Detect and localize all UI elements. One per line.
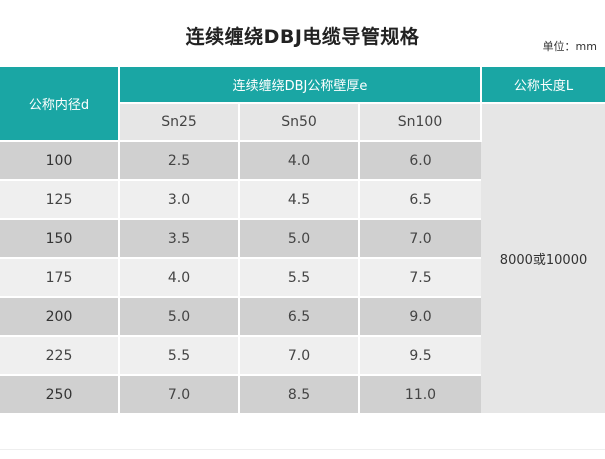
cell-sn25: 7.0 — [119, 375, 240, 415]
cell-sn100: 11.0 — [359, 375, 482, 415]
cell-diameter: 100 — [0, 141, 120, 181]
cell-sn25: 2.5 — [119, 141, 240, 181]
unit-label: 单位：mm — [542, 40, 597, 53]
cell-sn100: 7.0 — [359, 219, 482, 259]
cell-diameter: 250 — [0, 375, 120, 415]
cell-sn25: 3.5 — [119, 219, 240, 259]
page-title: 连续缠绕DBJ电缆导管规格 — [185, 26, 420, 48]
cell-sn50: 6.5 — [239, 297, 360, 337]
cell-diameter: 125 — [0, 180, 120, 220]
footer-divider — [0, 449, 605, 450]
cell-diameter: 150 — [0, 219, 120, 259]
cell-sn100: 6.0 — [359, 141, 482, 181]
spec-table: 公称内径d 连续缠绕DBJ公称壁厚e 公称长度L Sn25 Sn50 Sn100… — [0, 67, 605, 415]
cell-sn100: 6.5 — [359, 180, 482, 220]
cell-sn100: 9.5 — [359, 336, 482, 376]
cell-sn50: 5.5 — [239, 258, 360, 298]
table-row: 125 3.0 4.5 6.5 — [0, 180, 605, 220]
cell-sn50: 5.0 — [239, 219, 360, 259]
cell-sn25: 4.0 — [119, 258, 240, 298]
table-row: 150 3.5 5.0 7.0 — [0, 219, 605, 259]
length-value: 8000或10000 — [481, 103, 605, 415]
cell-diameter: 200 — [0, 297, 120, 337]
cell-sn50: 4.0 — [239, 141, 360, 181]
table-row: 225 5.5 7.0 9.5 — [0, 336, 605, 376]
table-row: 250 7.0 8.5 11.0 — [0, 375, 605, 415]
cell-sn100: 9.0 — [359, 297, 482, 337]
cell-sn50: 8.5 — [239, 375, 360, 415]
cell-sn50: 7.0 — [239, 336, 360, 376]
cell-diameter: 175 — [0, 258, 120, 298]
table-row: 175 4.0 5.5 7.5 — [0, 258, 605, 298]
cell-sn25: 3.0 — [119, 180, 240, 220]
cell-sn25: 5.5 — [119, 336, 240, 376]
table-row: 100 2.5 4.0 6.0 — [0, 141, 605, 181]
cell-sn50: 4.5 — [239, 180, 360, 220]
header-length: 公称长度L — [481, 67, 605, 104]
subheader-sn25: Sn25 — [119, 103, 240, 142]
cell-sn25: 5.0 — [119, 297, 240, 337]
subheader-sn50: Sn50 — [239, 103, 360, 142]
cell-diameter: 225 — [0, 336, 120, 376]
cell-sn100: 7.5 — [359, 258, 482, 298]
header-wall-thickness: 连续缠绕DBJ公称壁厚e — [119, 67, 483, 104]
header-diameter: 公称内径d — [0, 67, 120, 142]
subheader-sn100: Sn100 — [359, 103, 483, 142]
table-row: 200 5.0 6.5 9.0 — [0, 297, 605, 337]
